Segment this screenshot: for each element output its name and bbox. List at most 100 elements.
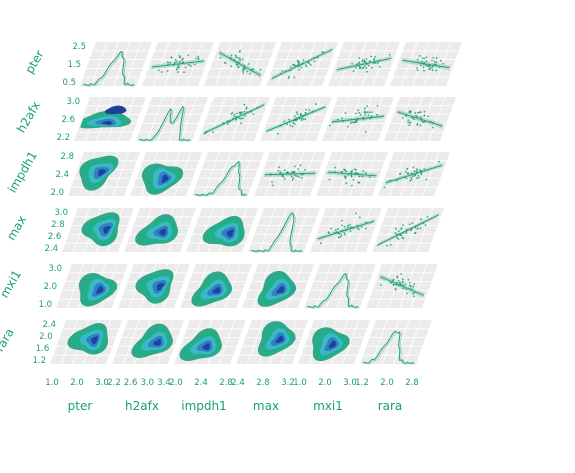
kde-contour-level-5 (226, 229, 234, 238)
grid-line (404, 319, 422, 365)
panel-impdh1-rara (378, 151, 450, 197)
grid-line (281, 207, 298, 253)
row-tick-label: 2.4 (55, 170, 69, 180)
scatter-point (230, 54, 233, 57)
panel-mxi1-h2afx (118, 263, 190, 309)
scatter-point (344, 233, 346, 236)
grid-line (326, 151, 344, 197)
scatter-point (388, 53, 391, 56)
scatter-point (411, 175, 414, 178)
scatter-point (353, 168, 356, 171)
col-tick-label: 2.8 (256, 378, 270, 388)
scatter-point (304, 111, 307, 114)
scatter-point (406, 292, 408, 295)
scatter-point (415, 114, 417, 117)
scatter-point (343, 169, 346, 171)
scatter-point (237, 57, 240, 59)
scatter-point (396, 281, 399, 284)
scatter-point (374, 62, 376, 64)
scatter-point (239, 50, 241, 52)
scatter-point (370, 115, 373, 118)
scatter-point (357, 228, 360, 231)
scatter-point (242, 117, 245, 120)
grid-line (225, 151, 242, 197)
regression-line (203, 104, 265, 134)
scatter-point (366, 111, 369, 113)
scatter-point (428, 66, 431, 69)
grid-line (310, 41, 328, 87)
panel-pter-h2afx (142, 41, 214, 87)
scatter-point (395, 283, 397, 286)
panel-max-impdh1 (186, 207, 258, 253)
scatter-point (235, 56, 238, 59)
scatter-point (292, 122, 295, 124)
scatter-point (197, 58, 200, 61)
row-tick-label: 3.0 (54, 208, 68, 218)
panel-pter-pter (80, 41, 152, 87)
kde-contour-level-5 (153, 339, 162, 346)
scatter-point (431, 59, 433, 62)
scatter-point (378, 65, 381, 68)
scatter-point (423, 110, 426, 113)
grid-line (158, 96, 175, 142)
grid-line (220, 96, 237, 142)
row-tick-label: 2.5 (72, 42, 86, 52)
scatter-point (252, 68, 255, 70)
scatter-point (336, 228, 339, 230)
scatter-point (438, 160, 440, 163)
panel-max-rara (372, 207, 444, 253)
regression-line (327, 171, 377, 177)
scatter-point (343, 225, 346, 228)
scatter-point (308, 109, 311, 111)
scatter-point (230, 65, 233, 68)
scatter-point (243, 103, 246, 106)
scatter-point (358, 61, 361, 63)
row-tick-label: 2.0 (50, 188, 64, 198)
scatter-point (370, 111, 373, 113)
scatter-point (417, 175, 420, 177)
col-tick-label: 2.0 (70, 378, 84, 388)
scatter-point (376, 62, 379, 64)
scatter-point (296, 113, 299, 115)
scatter-point (406, 172, 409, 175)
scatter-point (397, 279, 400, 282)
scatter-point (344, 177, 347, 180)
row-tick-label: 2.6 (61, 115, 75, 125)
panel-h2afx-max (260, 96, 332, 142)
kde-contour-level-5 (103, 225, 111, 234)
panel-mxi1-pter (56, 263, 128, 309)
scatter-point (300, 113, 302, 115)
scatter-point (352, 121, 355, 124)
scatter-point (219, 57, 222, 59)
scatter-point (410, 285, 412, 288)
grid-line (372, 41, 390, 87)
panel-pter-rara (390, 41, 462, 87)
kde-curve-secondary (196, 162, 248, 197)
grid-line (152, 41, 170, 87)
grid-line (376, 263, 394, 309)
scatter-point (294, 64, 296, 67)
kde-curve-secondary (140, 107, 192, 142)
scatter-point (174, 58, 177, 61)
scatter-point (406, 167, 409, 170)
scatter-point (361, 175, 364, 178)
kde-curve-secondary (364, 331, 416, 365)
scatter-point (363, 65, 366, 68)
scatter-point (244, 114, 246, 117)
regression-line (380, 276, 424, 296)
row-label-max: max (4, 213, 29, 243)
row-label-pter: pter (22, 48, 46, 76)
scatter-point (368, 176, 371, 179)
scatter-point (297, 168, 300, 171)
row-tick-label: 2.0 (43, 282, 57, 292)
scatter-point (396, 275, 399, 278)
scatter-point (242, 68, 245, 71)
regression-line (271, 48, 333, 80)
panel-max-mxi1 (310, 207, 382, 253)
scatter-point (397, 230, 400, 233)
scatter-point (178, 60, 181, 63)
scatter-point (379, 284, 382, 286)
panel-rara-impdh1 (174, 319, 246, 365)
panel-max-h2afx (124, 207, 196, 253)
scatter-point (298, 176, 300, 178)
